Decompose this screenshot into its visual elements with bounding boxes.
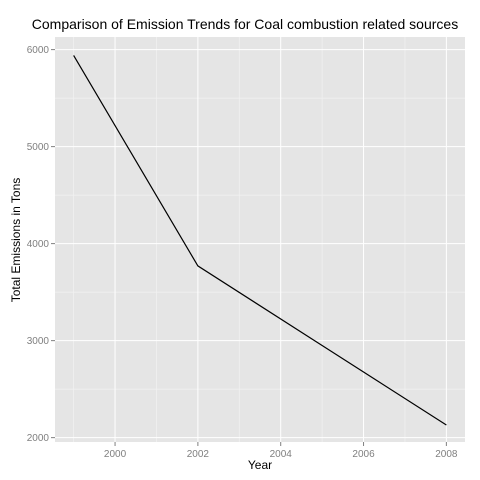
series-layer (73, 55, 447, 426)
y-axis-title: Total Emissions in Tons (9, 178, 23, 303)
x-tick-label: 2002 (187, 449, 210, 460)
major-gridlines (55, 37, 465, 442)
x-tick-label: 2006 (352, 449, 375, 460)
chart-title: Comparison of Emission Trends for Coal c… (32, 16, 458, 32)
x-axis-title: Year (248, 458, 272, 472)
y-tick-label: 2000 (27, 433, 50, 444)
series-line (73, 55, 447, 426)
x-tick-label: 2000 (104, 449, 127, 460)
y-tick-label: 6000 (27, 45, 50, 56)
minor-gridlines (55, 37, 465, 442)
plot-panel (55, 37, 465, 442)
y-axis-ticks: 2000 3000 4000 5000 6000 (27, 45, 55, 444)
x-tick-label: 2004 (270, 449, 293, 460)
y-tick-label: 3000 (27, 336, 50, 347)
x-axis-ticks: 2000 2002 2004 2006 2008 (104, 442, 458, 460)
x-tick-label: 2008 (435, 449, 458, 460)
y-tick-label: 4000 (27, 239, 50, 250)
y-tick-label: 5000 (27, 142, 50, 153)
